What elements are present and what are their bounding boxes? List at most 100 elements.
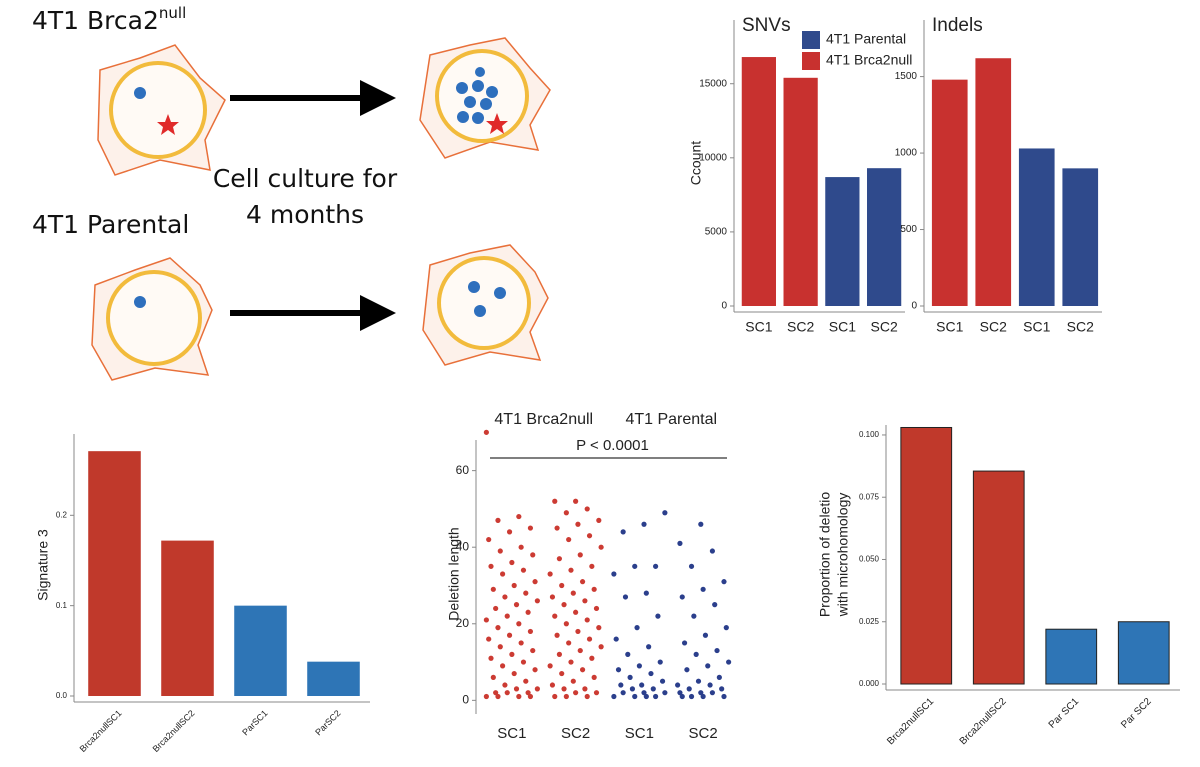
group-label: 4T1 Brca2null bbox=[494, 411, 593, 428]
point bbox=[483, 693, 489, 700]
nucleus bbox=[435, 49, 529, 143]
point bbox=[611, 693, 617, 700]
arrow-text: Cell culture for bbox=[213, 164, 398, 193]
x-tick-label: Brca2nullSC2 bbox=[151, 708, 197, 754]
point bbox=[573, 609, 579, 615]
y-axis-label: with microhomology bbox=[835, 493, 851, 618]
point bbox=[563, 693, 569, 700]
point bbox=[511, 670, 517, 677]
x-tick-label: ParSC2 bbox=[313, 708, 342, 737]
point bbox=[486, 536, 492, 543]
point bbox=[520, 659, 527, 665]
point bbox=[702, 632, 709, 638]
x-tick-label: SC1 bbox=[625, 725, 654, 742]
chart-title: SNVs bbox=[742, 15, 791, 36]
point bbox=[622, 594, 629, 600]
point bbox=[643, 693, 649, 700]
dot bbox=[494, 287, 506, 299]
point bbox=[634, 625, 640, 631]
point bbox=[677, 690, 683, 696]
bar bbox=[931, 79, 968, 306]
point bbox=[530, 552, 536, 558]
point bbox=[716, 674, 722, 680]
point bbox=[698, 521, 704, 527]
x-tick-label: SC2 bbox=[787, 319, 814, 335]
point bbox=[726, 659, 732, 665]
bar bbox=[972, 470, 1025, 685]
point bbox=[573, 498, 579, 504]
y-tick-label: 1000 bbox=[895, 148, 918, 159]
point bbox=[502, 682, 508, 688]
y-tick-label: 20 bbox=[456, 616, 470, 630]
dot bbox=[134, 87, 146, 99]
point bbox=[593, 605, 600, 612]
y-tick-label: 10000 bbox=[699, 152, 727, 163]
y-tick-label: 0.075 bbox=[859, 492, 880, 501]
point bbox=[509, 651, 515, 658]
point bbox=[698, 690, 704, 696]
point bbox=[532, 579, 538, 585]
y-tick-label: 5000 bbox=[705, 227, 728, 238]
y-axis-label: Signature 3 bbox=[35, 529, 51, 601]
x-tick-label: SC2 bbox=[689, 725, 718, 742]
y-tick-label: 60 bbox=[456, 463, 470, 477]
point bbox=[653, 563, 659, 569]
point bbox=[695, 678, 702, 684]
point bbox=[611, 571, 617, 577]
label-brca: 4T1 Brca2null bbox=[32, 4, 186, 36]
point bbox=[625, 651, 631, 658]
legend-swatch bbox=[802, 31, 820, 49]
point bbox=[615, 667, 622, 673]
y-tick-label: 0.000 bbox=[859, 679, 880, 688]
point bbox=[575, 628, 581, 635]
point bbox=[513, 602, 520, 608]
point bbox=[632, 563, 638, 569]
x-tick-label: SC2 bbox=[561, 725, 590, 742]
point bbox=[525, 609, 531, 615]
x-tick-label: SC1 bbox=[936, 319, 963, 335]
point bbox=[495, 517, 501, 524]
point bbox=[655, 613, 661, 619]
chart-title: Indels bbox=[932, 15, 983, 36]
dot bbox=[468, 281, 480, 293]
point bbox=[686, 686, 692, 692]
point bbox=[520, 567, 527, 573]
point bbox=[577, 552, 583, 558]
point bbox=[632, 693, 638, 700]
point bbox=[646, 644, 652, 650]
point bbox=[579, 667, 586, 673]
point bbox=[511, 582, 517, 589]
point bbox=[639, 682, 645, 688]
point bbox=[613, 636, 619, 642]
y-tick-label: 40 bbox=[456, 539, 470, 553]
point bbox=[721, 693, 727, 700]
point bbox=[679, 594, 685, 600]
point bbox=[688, 563, 695, 569]
point bbox=[568, 567, 574, 573]
y-tick-label: 15000 bbox=[699, 78, 727, 89]
y-tick-label: 0.0 bbox=[56, 691, 68, 700]
point bbox=[627, 674, 633, 680]
point bbox=[527, 628, 534, 635]
point bbox=[653, 693, 659, 700]
point bbox=[709, 690, 715, 696]
bar bbox=[307, 661, 360, 696]
point bbox=[504, 613, 510, 619]
bar bbox=[1018, 148, 1055, 306]
point bbox=[584, 617, 590, 623]
point bbox=[566, 640, 572, 646]
nucleus bbox=[106, 270, 202, 366]
point bbox=[488, 655, 494, 661]
point bbox=[589, 563, 595, 569]
legend-label: 4T1 Brca2null bbox=[826, 52, 912, 68]
point bbox=[490, 674, 496, 680]
point bbox=[648, 670, 654, 677]
point bbox=[559, 670, 565, 677]
bar bbox=[975, 58, 1012, 307]
point bbox=[497, 548, 503, 554]
point bbox=[552, 498, 558, 504]
nucleus bbox=[437, 256, 531, 350]
point bbox=[593, 690, 600, 696]
point bbox=[568, 659, 574, 665]
bar bbox=[741, 57, 776, 306]
